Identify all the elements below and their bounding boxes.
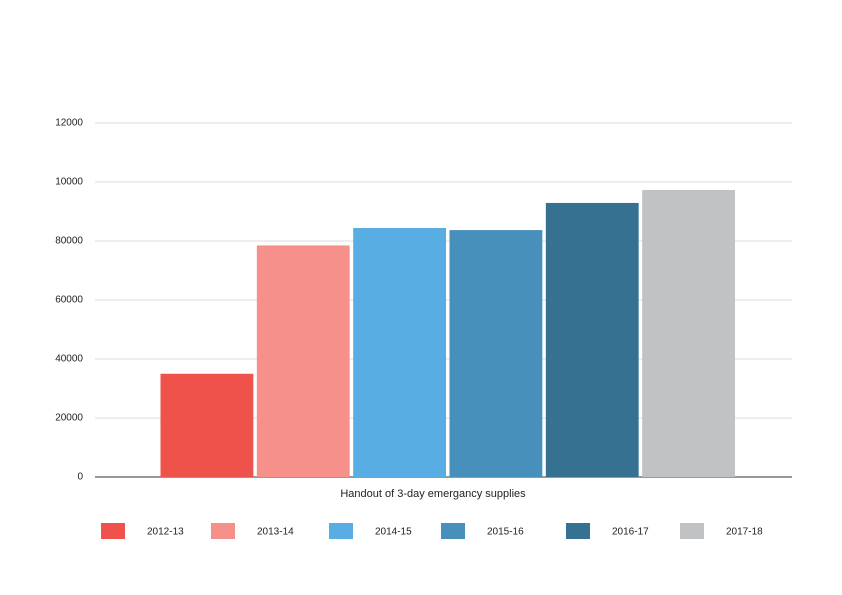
y-tick-label: 60000	[55, 295, 83, 306]
bar	[545, 202, 639, 477]
legend-swatch	[211, 523, 235, 539]
y-tick-label: 0	[77, 472, 83, 483]
legend-label: 2015-16	[487, 527, 524, 538]
bar	[256, 245, 350, 477]
y-tick-label: 20000	[55, 413, 83, 424]
y-tick-label: 10000	[55, 177, 83, 188]
bar	[353, 228, 446, 477]
bar	[642, 189, 735, 477]
bar	[449, 230, 543, 477]
y-tick-label: 80000	[55, 236, 83, 247]
legend-swatch	[329, 523, 353, 539]
legend-label: 2017-18	[726, 527, 763, 538]
legend-label: 2013-14	[257, 527, 294, 538]
x-axis-category: Handout of 3-day emergancy supplies	[340, 488, 526, 500]
bar	[160, 373, 254, 477]
legend-label: 2014-15	[375, 527, 412, 538]
legend-swatch	[566, 523, 590, 539]
y-tick-label: 40000	[55, 354, 83, 365]
legend-swatch	[101, 523, 125, 539]
legend-label: 2016-17	[612, 527, 649, 538]
legend-label: 2012-13	[147, 527, 184, 538]
y-tick-label: 12000	[55, 118, 83, 129]
legend-swatch	[680, 523, 704, 539]
legend-swatch	[441, 523, 465, 539]
